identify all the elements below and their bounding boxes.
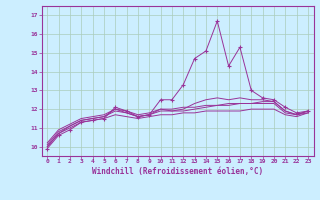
X-axis label: Windchill (Refroidissement éolien,°C): Windchill (Refroidissement éolien,°C)	[92, 167, 263, 176]
